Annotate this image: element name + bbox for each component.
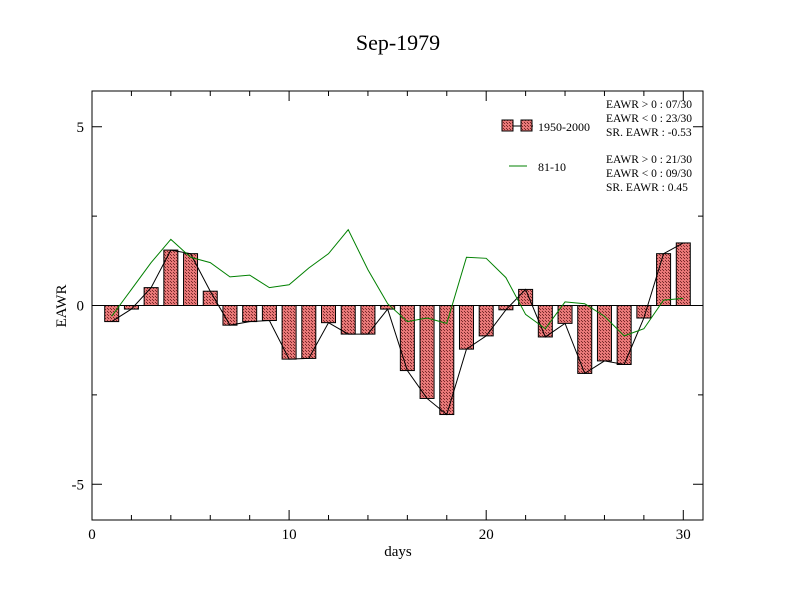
legend-label-1950-2000: 1950-2000 (538, 120, 590, 134)
y-axis-label: EAWR (54, 285, 70, 328)
x-tick-label: 0 (88, 527, 96, 543)
bar-1950-2000 (321, 305, 337, 324)
stats-line: EAWR < 0 : 23/30 (606, 113, 692, 125)
legend-label-81-10: 81-10 (538, 160, 566, 174)
stats-line: SR. EAWR : 0.45 (606, 182, 688, 194)
bar-1950-2000 (104, 305, 120, 323)
y-tick-label: -5 (72, 477, 85, 493)
bar-1950-2000 (399, 305, 415, 372)
bar-1950-2000 (143, 287, 159, 306)
bar-1950-2000 (478, 305, 494, 337)
line-1950-2000 (111, 242, 684, 416)
x-tick-label: 20 (479, 527, 494, 543)
stats-line: EAWR > 0 : 21/30 (606, 154, 692, 166)
stats-line: EAWR > 0 : 07/30 (606, 99, 692, 111)
stats-line: SR. EAWR : -0.53 (606, 127, 692, 139)
axes: 0 10 20 30 -5 0 5 (72, 90, 704, 543)
legend-swatch-1950-2000 (501, 119, 514, 132)
bar-1950-2000 (340, 305, 356, 335)
line-81-10 (111, 228, 684, 337)
x-tick-label: 10 (282, 527, 297, 543)
bar-1950-2000 (518, 288, 534, 307)
bar-1950-2000 (616, 305, 632, 365)
stats-line: EAWR < 0 : 09/30 (606, 168, 692, 180)
bar-1950-2000 (675, 242, 691, 306)
bar-1950-2000 (183, 253, 199, 307)
bar-1950-2000 (656, 253, 672, 307)
bar-1950-2000 (261, 305, 277, 322)
bar-1950-2000 (222, 305, 238, 326)
stats-panel: EAWR > 0 : 07/30 EAWR < 0 : 23/30 SR. EAWR… (606, 99, 692, 194)
bar-1950-2000 (202, 290, 218, 307)
bar-1950-2000 (596, 305, 612, 362)
bar-1950-2000 (281, 305, 297, 360)
bar-1950-2000 (458, 305, 474, 350)
y-tick-label: 0 (77, 299, 85, 315)
bar-1950-2000 (577, 305, 593, 374)
plot-area (92, 228, 703, 416)
x-axis-label: days (384, 544, 412, 560)
y-tick-label: 5 (77, 120, 85, 136)
bar-1950-2000 (360, 305, 376, 335)
x-tick-label: 30 (676, 527, 691, 543)
bar-1950-2000 (636, 305, 652, 319)
bar-1950-2000 (242, 305, 258, 323)
legend: 1950-2000 81-10 (501, 119, 590, 174)
legend-swatch-1950-2000 (520, 119, 533, 132)
chart-title: Sep-1979 (356, 30, 440, 55)
